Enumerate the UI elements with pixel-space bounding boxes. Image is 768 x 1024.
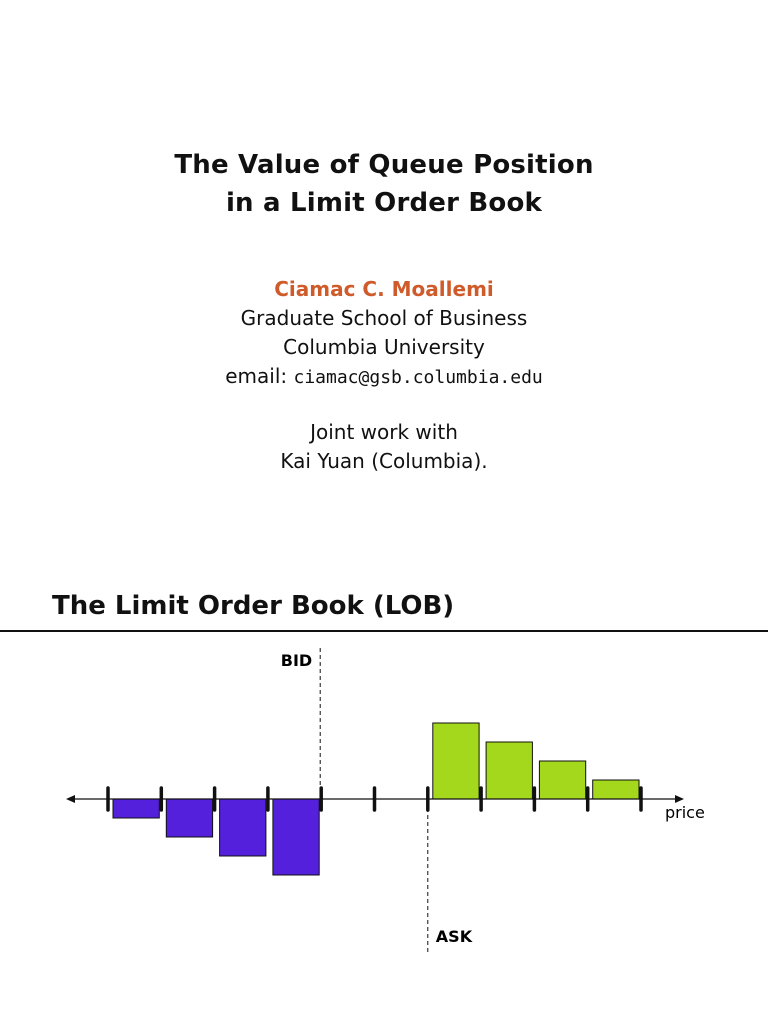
email-line: email: ciamac@gsb.columbia.edu [0, 364, 768, 388]
title-slide: The Value of Queue Position in a Limit O… [0, 150, 768, 473]
affiliation-university: Columbia University [283, 335, 485, 359]
ask-bar [485, 741, 533, 800]
axis-arrow-left [66, 795, 75, 803]
ask-label: ASK [436, 927, 473, 946]
ask-bar [592, 779, 640, 800]
email-label: email: [225, 364, 288, 388]
author-name: Ciamac C. Moallemi [274, 277, 494, 301]
joint-work-line-1: Joint work with [310, 420, 458, 444]
section-title: The Limit Order Book (LOB) [52, 591, 455, 621]
ticks-group [106, 786, 643, 812]
title-divider [0, 630, 768, 632]
email-address[interactable]: ciamac@gsb.columbia.edu [293, 367, 543, 388]
paper-title-line-1: The Value of Queue Position [174, 150, 594, 180]
ask-bar [538, 760, 587, 800]
bid-bar [165, 798, 214, 838]
bars-group [112, 722, 640, 876]
ask-bar [432, 722, 480, 800]
bid-label: BID [281, 651, 312, 670]
joint-work-line-2: Kai Yuan (Columbia). [280, 449, 488, 473]
price-axis-label: price [665, 803, 705, 822]
limit-order-book-chart: BID ASK price [66, 648, 705, 952]
bid-bar [272, 798, 320, 876]
bid-bar [219, 798, 267, 857]
axis-arrow-right [675, 795, 684, 803]
bid-bar [112, 798, 160, 819]
affiliation-school: Graduate School of Business [240, 306, 528, 330]
paper-title-line-2: in a Limit Order Book [225, 188, 543, 218]
